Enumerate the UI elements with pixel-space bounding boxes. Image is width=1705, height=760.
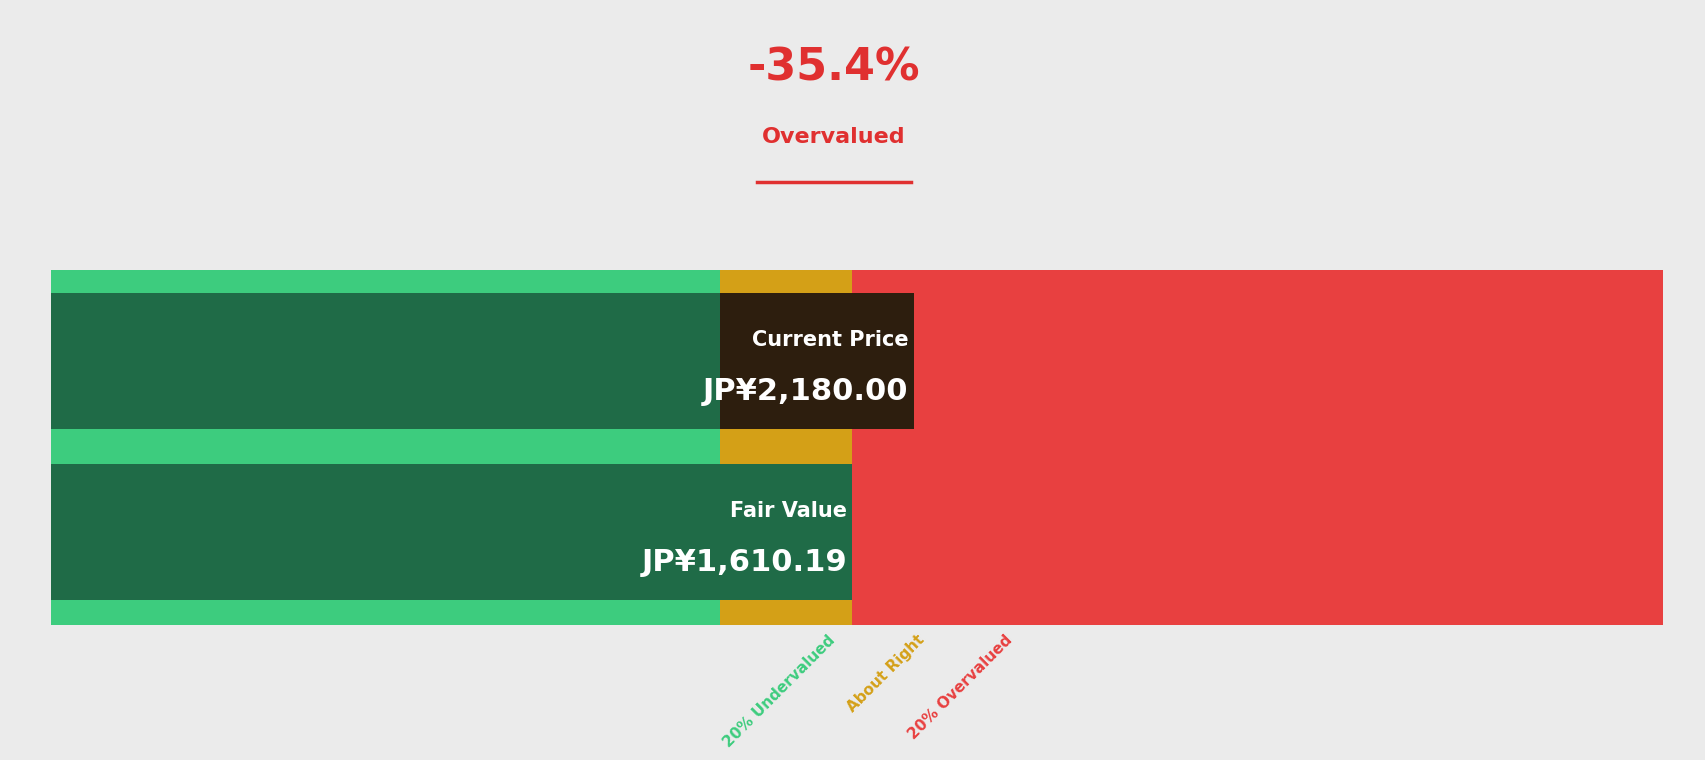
Bar: [720, 270, 852, 293]
Bar: [720, 293, 914, 429]
Text: 20% Overvalued: 20% Overvalued: [905, 632, 1014, 742]
Bar: [852, 270, 914, 293]
Bar: [51, 600, 720, 625]
Bar: [914, 270, 1662, 293]
Text: JP¥1,610.19: JP¥1,610.19: [641, 548, 847, 577]
Bar: [914, 600, 1662, 625]
Bar: [51, 464, 852, 600]
Bar: [720, 600, 852, 625]
Bar: [852, 600, 914, 625]
Text: About Right: About Right: [844, 632, 926, 715]
Text: Current Price: Current Price: [752, 331, 909, 350]
Bar: [852, 429, 914, 464]
Text: Fair Value: Fair Value: [730, 502, 847, 521]
Text: JP¥2,180.00: JP¥2,180.00: [702, 377, 909, 406]
Bar: [720, 429, 852, 464]
Text: Overvalued: Overvalued: [762, 127, 905, 147]
Bar: [914, 464, 1662, 600]
Bar: [914, 293, 1662, 429]
Text: -35.4%: -35.4%: [747, 47, 919, 90]
Bar: [852, 464, 914, 600]
Bar: [51, 270, 720, 293]
Bar: [914, 429, 1662, 464]
Bar: [51, 293, 720, 429]
Bar: [51, 429, 720, 464]
Text: 20% Undervalued: 20% Undervalued: [720, 632, 837, 750]
